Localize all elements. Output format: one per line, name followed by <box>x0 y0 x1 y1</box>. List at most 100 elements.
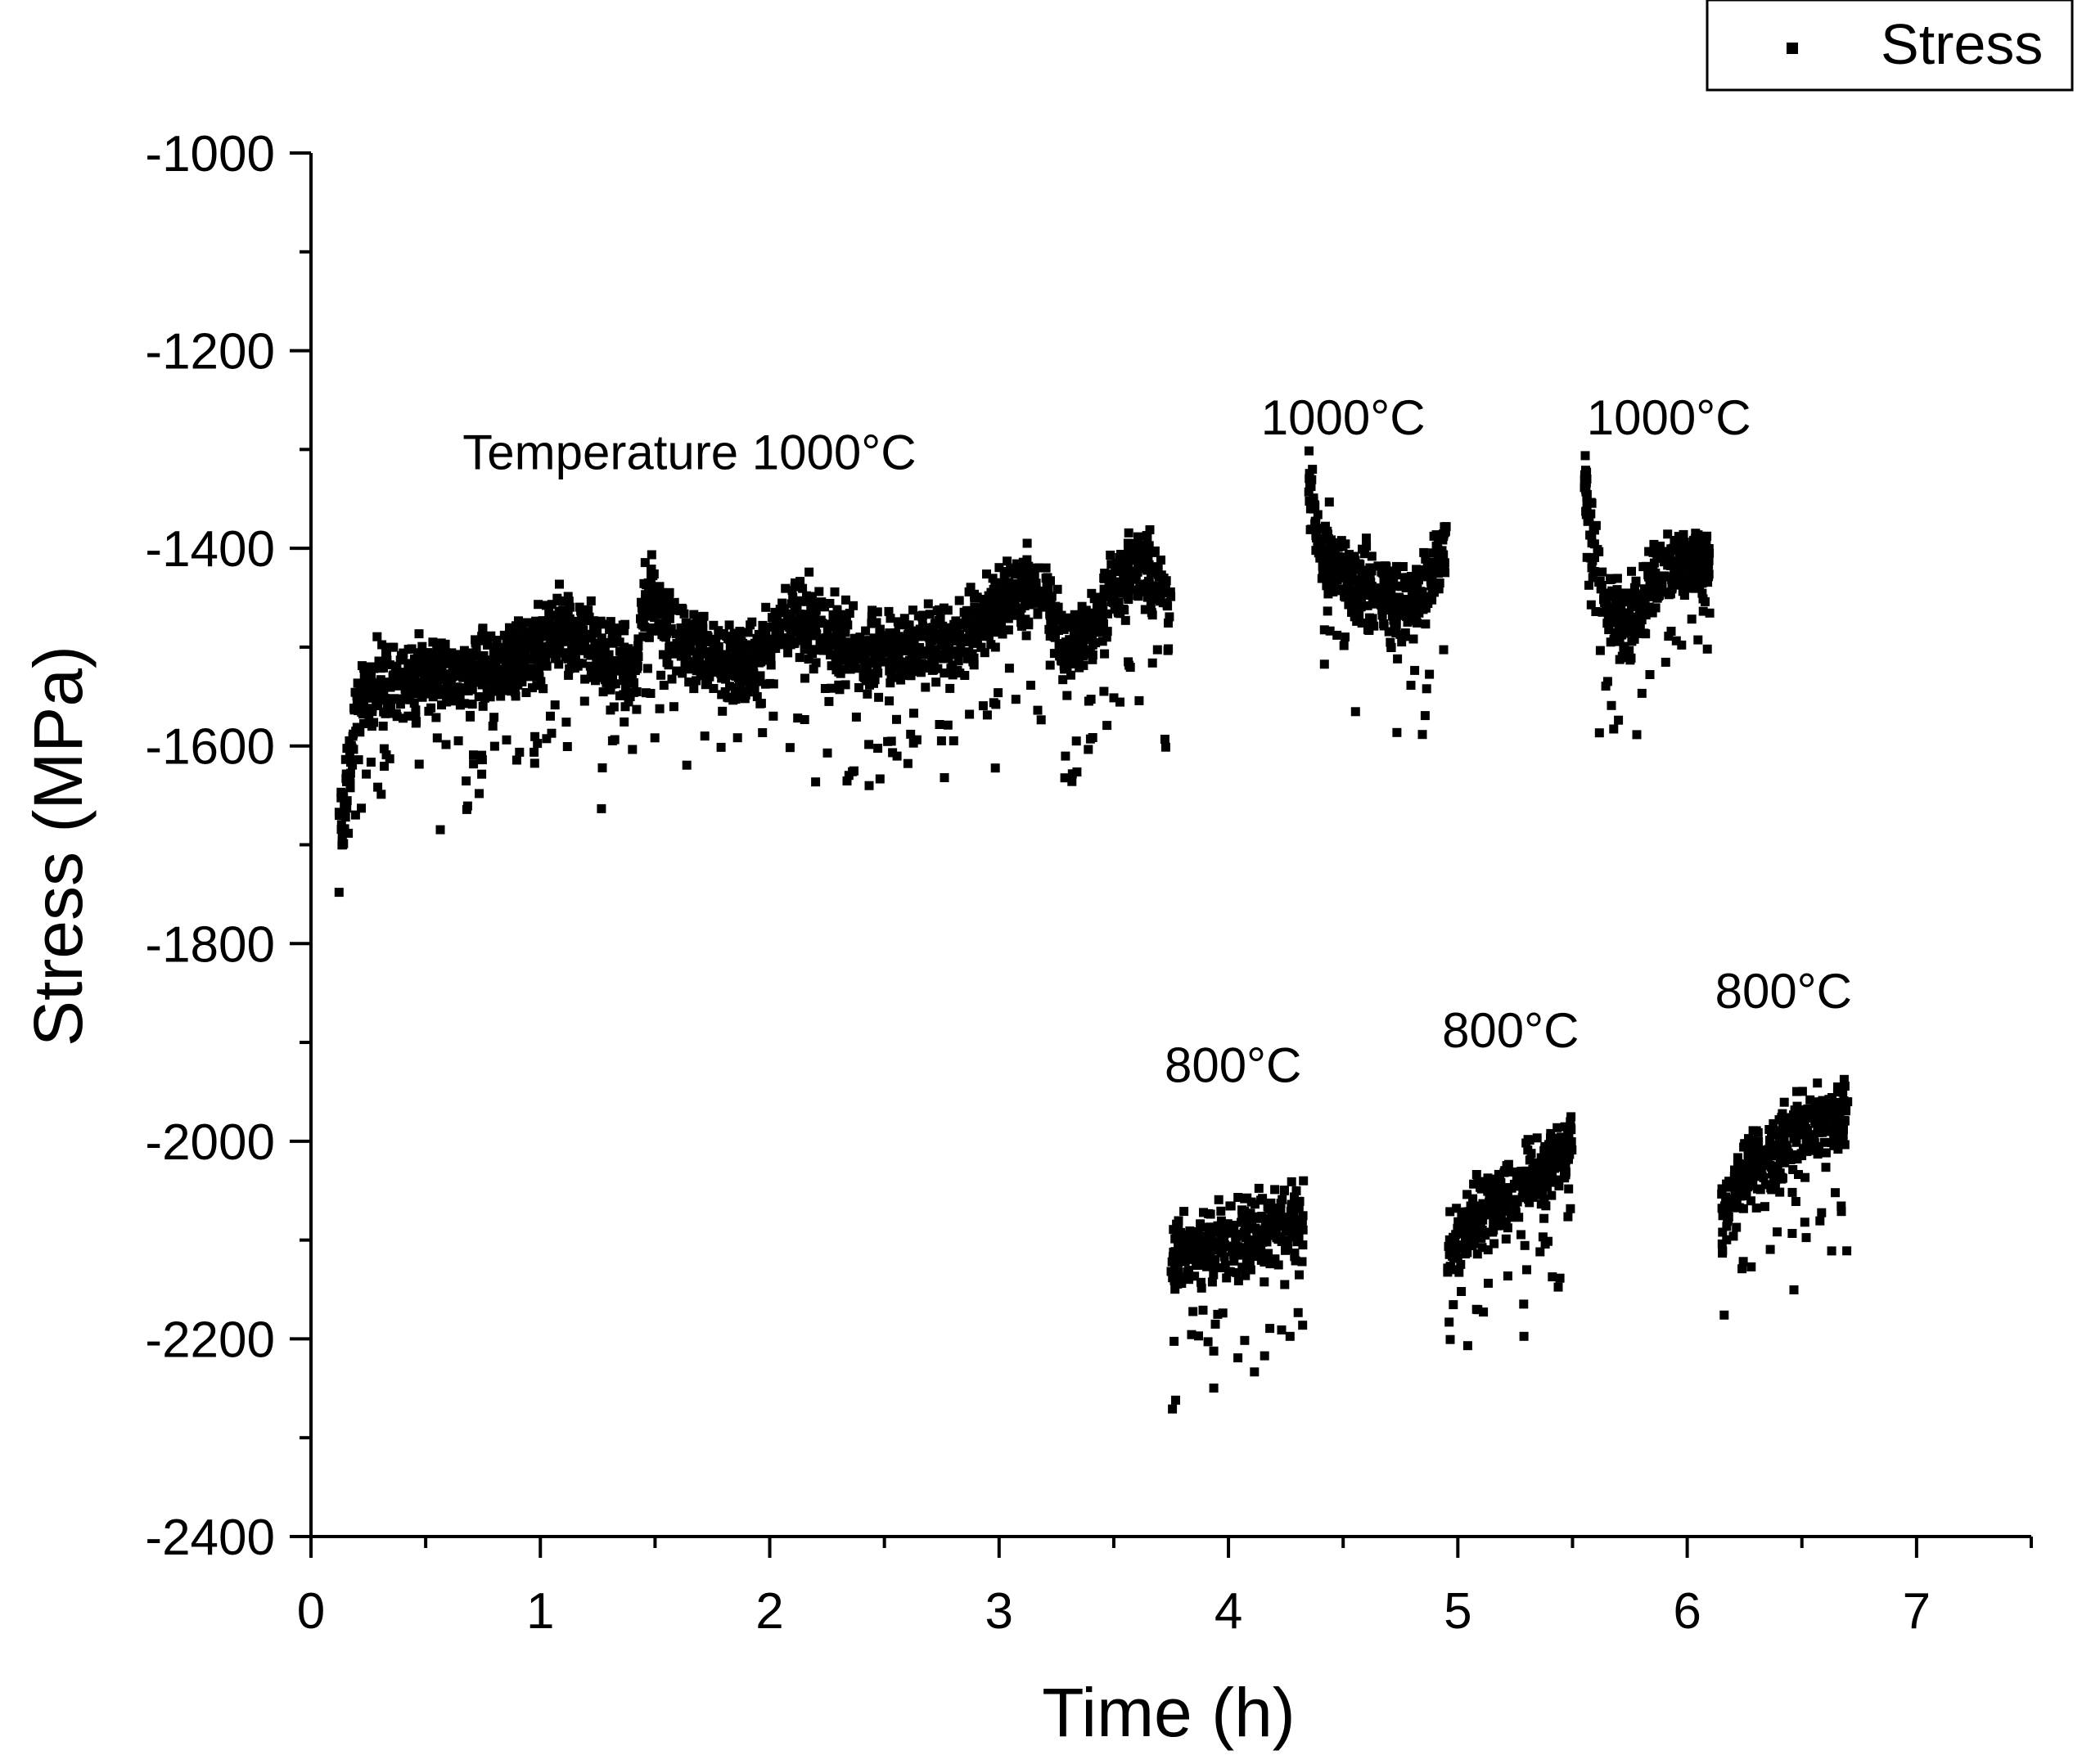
data-point <box>1341 539 1350 549</box>
data-point <box>946 628 956 638</box>
data-point <box>724 620 734 630</box>
data-point <box>1628 620 1638 630</box>
data-point <box>1660 587 1670 597</box>
data-point <box>655 609 665 619</box>
data-point <box>398 694 408 704</box>
data-point <box>873 657 883 666</box>
data-point <box>981 617 991 627</box>
data-point <box>475 673 484 683</box>
data-point <box>1390 601 1400 610</box>
data-point <box>1106 589 1115 599</box>
data-point <box>336 787 346 797</box>
data-point <box>1538 1232 1548 1242</box>
data-point <box>1730 1203 1740 1213</box>
data-point <box>1553 1282 1563 1292</box>
data-point <box>1751 1203 1761 1213</box>
data-point <box>1582 552 1592 562</box>
data-point <box>1526 1190 1536 1199</box>
data-point <box>965 709 975 719</box>
data-point <box>1022 538 1032 548</box>
data-point <box>647 550 656 560</box>
data-point <box>1387 611 1397 621</box>
data-point <box>1814 1100 1824 1109</box>
data-point <box>849 601 858 610</box>
data-point <box>1245 1257 1255 1267</box>
data-point <box>1328 565 1338 574</box>
data-point <box>1321 532 1331 542</box>
data-point <box>1251 1251 1260 1261</box>
data-point <box>1800 1144 1810 1154</box>
data-point <box>1391 617 1401 627</box>
data-point <box>581 644 591 654</box>
data-point <box>1130 551 1140 560</box>
data-point <box>755 671 765 681</box>
data-point <box>1453 1223 1462 1233</box>
data-point <box>874 692 884 702</box>
data-point <box>1048 618 1058 628</box>
data-point <box>539 684 548 694</box>
data-point <box>868 643 877 653</box>
data-point <box>1077 639 1087 649</box>
data-point <box>1209 1346 1219 1356</box>
data-point <box>1456 1259 1466 1269</box>
data-point <box>1145 525 1155 534</box>
data-point <box>1367 551 1377 561</box>
data-point <box>379 663 388 673</box>
data-point <box>530 731 540 741</box>
data-point <box>511 755 521 765</box>
data-point <box>1420 711 1430 721</box>
x-tick-label: 4 <box>1214 1583 1242 1640</box>
data-point <box>1350 601 1359 610</box>
data-point <box>766 660 776 670</box>
data-point <box>521 688 531 697</box>
data-point <box>450 671 460 681</box>
data-point <box>1428 562 1438 572</box>
data-point <box>693 628 703 637</box>
data-point <box>1297 1257 1307 1267</box>
data-point <box>1421 554 1431 564</box>
data-point <box>851 712 861 722</box>
data-point <box>903 758 913 768</box>
data-point <box>1484 1278 1493 1288</box>
data-point <box>1330 542 1340 552</box>
data-point <box>633 646 642 656</box>
data-point <box>1769 1118 1778 1128</box>
data-point <box>1406 681 1416 691</box>
data-point <box>1491 1188 1501 1198</box>
data-point <box>1800 1217 1809 1227</box>
data-point <box>1813 1078 1823 1088</box>
data-point <box>1647 591 1656 601</box>
data-point <box>1769 1177 1778 1186</box>
data-point <box>894 620 904 630</box>
data-point <box>1481 1209 1491 1219</box>
data-point <box>596 616 606 626</box>
data-point <box>988 574 998 583</box>
data-point <box>1471 1304 1481 1314</box>
data-point <box>937 633 947 643</box>
data-point <box>1261 1215 1270 1225</box>
data-point <box>1062 691 1072 700</box>
data-point <box>1479 1307 1489 1317</box>
data-point <box>962 618 971 628</box>
data-point <box>956 620 966 629</box>
data-point <box>1563 1145 1573 1155</box>
data-point <box>538 642 548 652</box>
data-points <box>334 446 1853 1414</box>
y-tick-label: -1600 <box>145 719 275 776</box>
data-point <box>1563 1129 1573 1139</box>
data-point <box>511 665 520 675</box>
data-point <box>541 618 551 628</box>
data-point <box>446 676 456 686</box>
data-point <box>575 641 584 651</box>
data-point <box>786 630 795 640</box>
data-point <box>849 660 859 670</box>
data-point <box>863 664 872 673</box>
data-point <box>1196 1277 1205 1287</box>
data-point <box>1305 504 1315 514</box>
data-point <box>1617 592 1627 602</box>
data-point <box>395 700 405 709</box>
data-point <box>643 598 653 608</box>
data-point <box>1020 601 1030 610</box>
data-point <box>1172 1253 1182 1262</box>
data-point <box>480 693 489 703</box>
